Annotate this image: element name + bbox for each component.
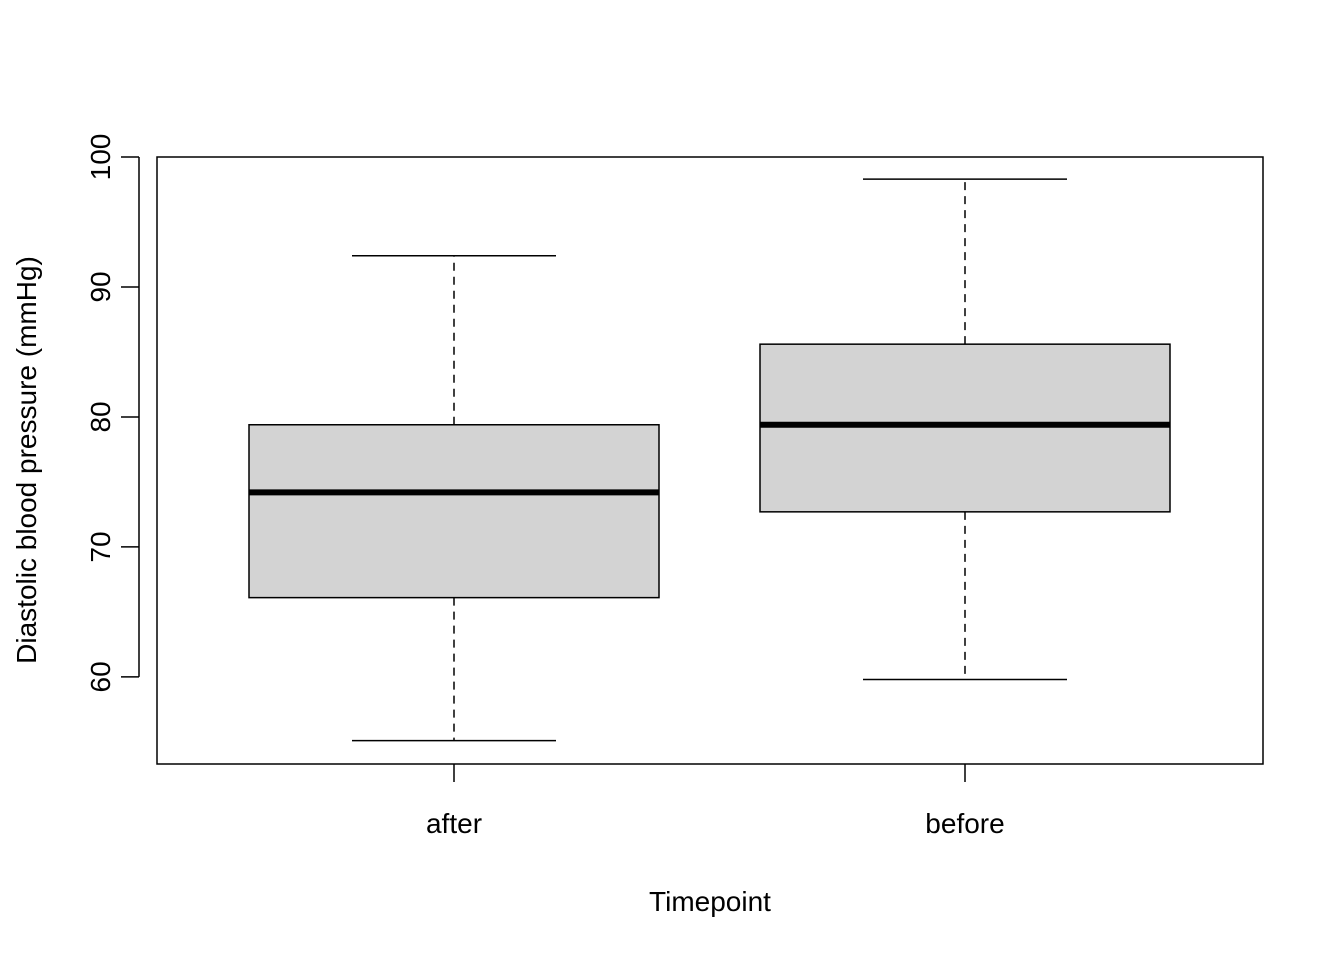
y-tick-label: 70 bbox=[85, 531, 116, 562]
y-tick-label: 60 bbox=[85, 661, 116, 692]
y-tick-label: 100 bbox=[85, 134, 116, 181]
y-tick-label: 80 bbox=[85, 401, 116, 432]
y-tick-label: 90 bbox=[85, 271, 116, 302]
iqr-box bbox=[248, 424, 660, 599]
iqr-box bbox=[759, 343, 1171, 513]
plot-frame bbox=[156, 156, 1264, 765]
x-axis-title: Timepoint bbox=[649, 886, 771, 917]
x-tick-label: after bbox=[426, 808, 482, 839]
boxes-group bbox=[248, 178, 1171, 742]
y-axis: 60 70 80 90 100 bbox=[85, 134, 140, 692]
box-after bbox=[248, 255, 660, 742]
y-axis-title: Diastolic blood pressure (mmHg) bbox=[11, 256, 42, 664]
x-tick-label: before bbox=[925, 808, 1004, 839]
x-axis: after before bbox=[426, 764, 1005, 839]
box-before bbox=[759, 178, 1171, 681]
